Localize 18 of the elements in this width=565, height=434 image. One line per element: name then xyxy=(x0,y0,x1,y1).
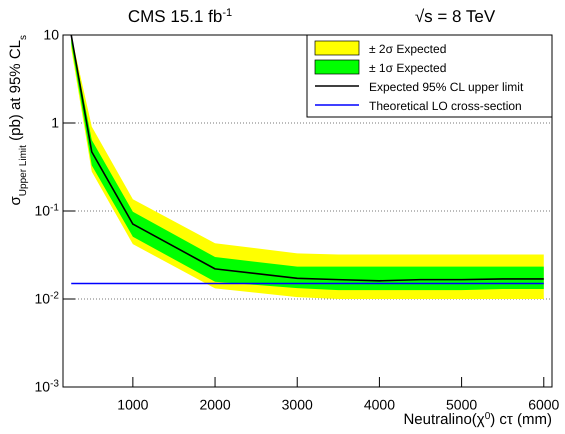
legend-label: Expected 95% CL upper limit xyxy=(369,80,524,94)
y-tick-label: 10 xyxy=(43,26,60,42)
x-axis-title: Neutralino(χ$^{0}$) cτ (mm) xyxy=(403,410,552,428)
chart-subtitle: √s = 8 TeV xyxy=(414,7,496,26)
x-tick-label: 6000 xyxy=(528,396,560,413)
y-tick-label: 10$^{-2}$ xyxy=(34,290,60,306)
x-tick-label: 2000 xyxy=(199,396,231,413)
legend-label: ± 2σ Expected xyxy=(369,42,446,56)
legend-label: ± 1σ Expected xyxy=(369,61,446,75)
x-tick-label: 1000 xyxy=(117,396,149,413)
x-tick-label: 5000 xyxy=(446,396,478,413)
x-tick-label: 3000 xyxy=(282,396,314,413)
y-tick-label: 10$^{-3}$ xyxy=(34,378,60,394)
y-tick-label: 1 xyxy=(51,114,60,130)
x-tick-label: 4000 xyxy=(364,396,396,413)
chart-title: CMS 15.1 fb$^{-1}$ xyxy=(128,7,232,26)
y-tick-label: 10$^{-1}$ xyxy=(34,202,60,218)
legend-label: Theoretical LO cross-section xyxy=(369,99,522,113)
